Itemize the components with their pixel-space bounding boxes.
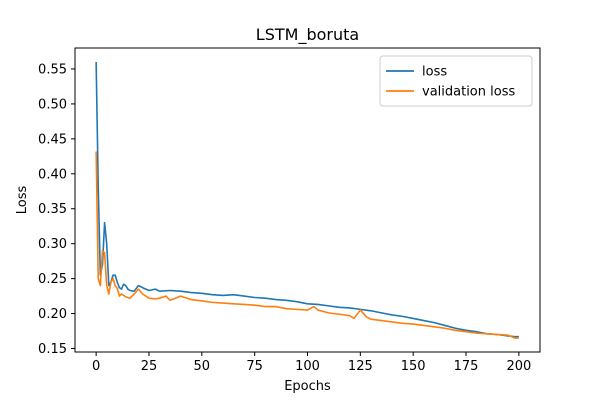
y-axis-label: Loss: [15, 186, 30, 215]
x-tick-label: 175: [454, 359, 479, 374]
x-tick-label: 75: [246, 359, 263, 374]
y-tick-label: 0.50: [38, 97, 67, 112]
y-tick-label: 0.45: [38, 132, 67, 147]
y-tick-label: 0.30: [38, 237, 67, 252]
legend-label: loss: [422, 65, 447, 80]
x-tick-label: 125: [348, 359, 373, 374]
legend-box: [379, 55, 533, 107]
chart-title: LSTM_boruta: [256, 25, 359, 45]
x-tick-label: 100: [295, 359, 320, 374]
series-line-validation-loss: [95, 151, 519, 339]
y-tick-label: 0.20: [38, 307, 67, 322]
series-line-loss: [95, 61, 519, 338]
x-axis-label: Epochs: [284, 379, 331, 394]
x-tick-label: 200: [506, 359, 531, 374]
legend: loss validation loss: [379, 55, 533, 107]
y-tick-label: 0.40: [38, 167, 67, 182]
y-tick-label: 0.15: [38, 342, 67, 357]
plot-area: [95, 61, 519, 339]
y-tick-label: 0.35: [38, 202, 67, 217]
legend-label: validation loss: [422, 85, 515, 100]
x-tick-label: 150: [401, 359, 426, 374]
x-tick-label: 0: [92, 359, 100, 374]
plot-frame: [74, 47, 541, 353]
axes: 0 25 50 75 100 125 150 175 200 0.15 0.20 0.25 0.30 0.…: [38, 62, 531, 374]
x-tick-label: 50: [194, 359, 211, 374]
y-tick-label: 0.25: [38, 272, 67, 287]
x-tick-label: 25: [141, 359, 158, 374]
y-tick-label: 0.55: [38, 62, 67, 77]
